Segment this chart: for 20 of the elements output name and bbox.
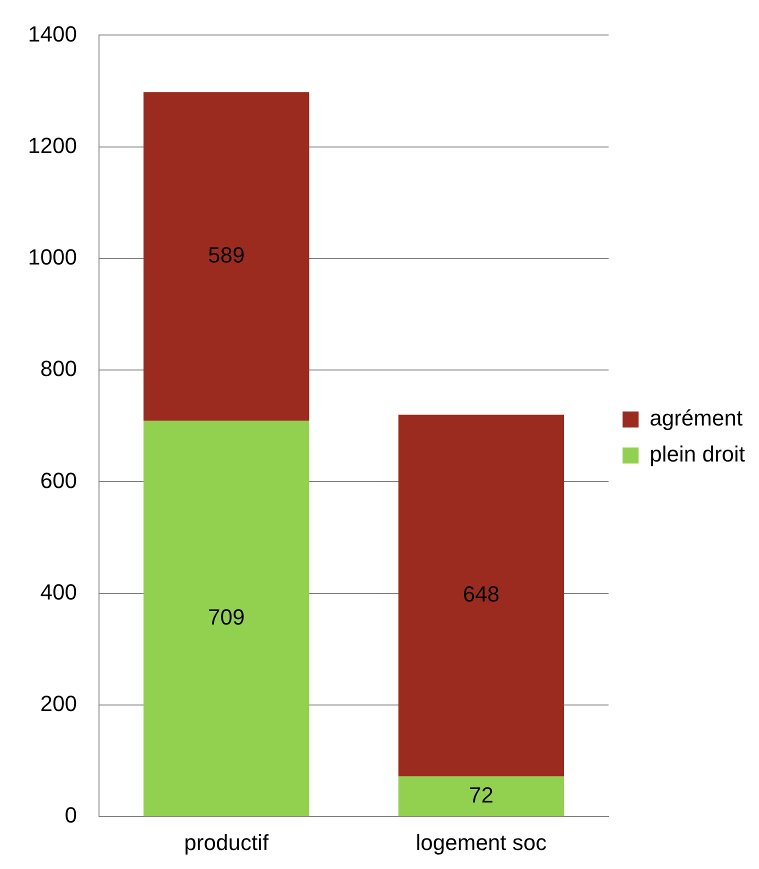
bar (144, 92, 310, 421)
legend-label: plein droit (650, 442, 745, 467)
data-label: 72 (468, 782, 494, 808)
x-tick-label: productif (184, 830, 270, 855)
bar (144, 420, 310, 816)
bar (398, 776, 564, 816)
data-label: 589 (208, 242, 245, 268)
y-tick-label: 0 (64, 802, 77, 828)
y-tick-label: 600 (40, 468, 77, 493)
y-tick-label: 400 (40, 579, 77, 604)
y-tick-label: 1200 (28, 132, 77, 158)
y-tick-label: 1000 (28, 244, 77, 270)
data-label: 648 (462, 582, 500, 607)
bar (398, 414, 564, 776)
y-tick-label: 800 (40, 356, 77, 382)
legend-label: agrément (650, 406, 743, 431)
y-tick-label: 1400 (28, 21, 77, 46)
data-label: 709 (208, 604, 245, 630)
y-tick-label: 200 (40, 691, 77, 716)
x-tick-label: logement soc (416, 830, 547, 855)
